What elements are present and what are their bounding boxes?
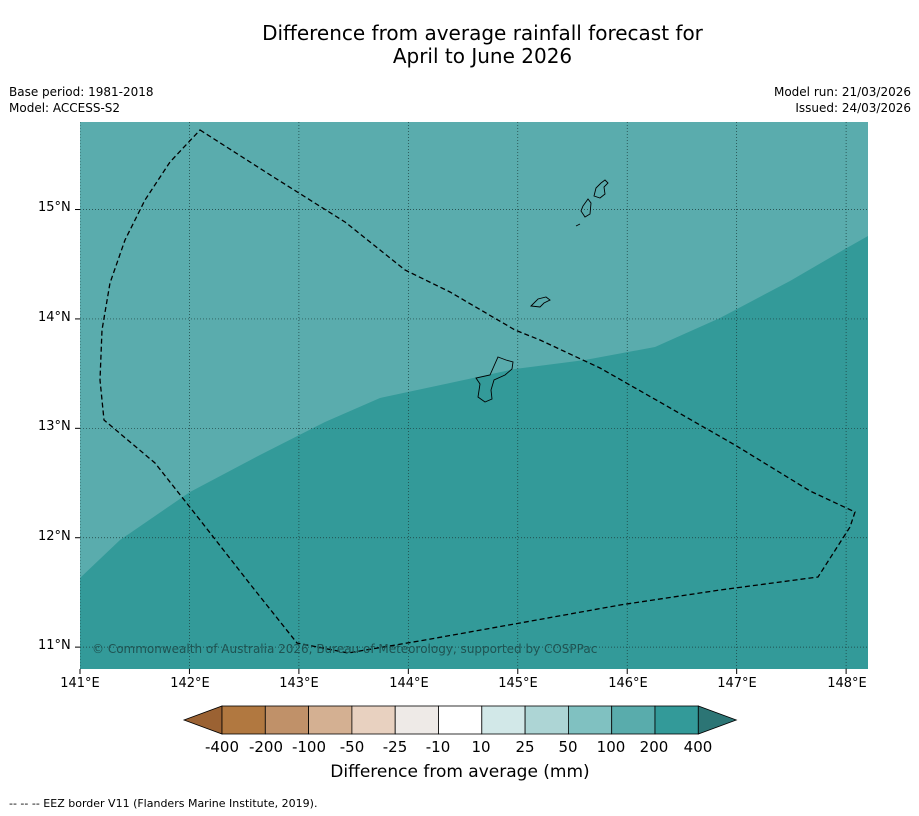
lon-label: 144°E — [389, 676, 429, 691]
model-run: Model run: 21/03/2026 — [773, 85, 911, 99]
colorbar-arrow-high — [697, 705, 738, 735]
model-name: Model: ACCESS-S2 — [9, 101, 121, 115]
colorbar-tick-label: -25 — [382, 738, 408, 756]
lat-label: 14°N — [38, 310, 71, 325]
lon-label: 146°E — [608, 676, 648, 691]
islands — [475, 179, 609, 403]
colorbar-tick-label: -10 — [425, 738, 451, 756]
colorbar-tick-label: 10 — [471, 738, 491, 756]
colorbar-tick-label: 200 — [639, 738, 669, 756]
colorbar-swatch — [351, 705, 396, 735]
lon-label: 142°E — [170, 676, 210, 691]
colorbar-swatch — [654, 705, 699, 735]
colorbar-swatch — [611, 705, 656, 735]
colorbar-tick-label: -50 — [339, 738, 365, 756]
colorbar-swatch — [568, 705, 613, 735]
colorbar-title: Difference from average (mm) — [330, 762, 590, 782]
graticule — [80, 122, 868, 669]
colorbar-swatch — [221, 705, 266, 735]
colorbar-tick-label: -400 — [204, 738, 240, 756]
lat-ticks — [75, 209, 80, 648]
forecast-zone-200-400 — [80, 236, 868, 669]
colorbar-tick-label: 50 — [558, 738, 578, 756]
colorbar-swatch — [524, 705, 569, 735]
colorbar-tick-label: 100 — [596, 738, 626, 756]
colorbar-swatch — [264, 705, 309, 735]
guam-island — [475, 356, 514, 403]
colorbar-swatch — [438, 705, 483, 735]
colorbar-tick-label: 400 — [683, 738, 713, 756]
rota-island — [530, 296, 551, 308]
lon-label: 141°E — [60, 676, 100, 691]
saipan-island — [593, 179, 609, 199]
base-period: Base period: 1981-2018 — [9, 85, 154, 99]
meta-left: Base period: 1981-2018 Model: ACCESS-S2 — [9, 84, 154, 116]
colorbar-swatch — [308, 705, 353, 735]
colorbar-tick-label: -100 — [291, 738, 327, 756]
lat-label: 13°N — [38, 419, 71, 434]
meta-right: Model run: 21/03/2026 Issued: 24/03/2026 — [774, 84, 911, 116]
tinian-island — [580, 198, 592, 218]
eez-footnote: -- -- -- EEZ border V11 (Flanders Marine… — [9, 797, 318, 810]
aguijan-island — [575, 223, 581, 227]
chart-title: Difference from average rainfall forecas… — [0, 22, 919, 68]
colorbar-swatch — [481, 705, 526, 735]
lon-ticks — [79, 669, 847, 674]
issued-date: Issued: 24/03/2026 — [795, 101, 911, 115]
colorbar-tick-label: 25 — [515, 738, 535, 756]
eez-border — [99, 129, 856, 654]
colorbar-arrow-low — [182, 705, 223, 735]
colorbar — [182, 705, 738, 735]
lat-label: 11°N — [38, 638, 71, 653]
title-line-1: Difference from average rainfall forecas… — [262, 21, 703, 45]
lat-label: 15°N — [38, 200, 71, 215]
lat-label: 12°N — [38, 529, 71, 544]
colorbar-swatch — [394, 705, 439, 735]
lon-label: 143°E — [279, 676, 319, 691]
copyright-notice: © Commonwealth of Australia 2026, Bureau… — [92, 642, 598, 656]
lon-label: 145°E — [498, 676, 538, 691]
colorbar-tick-label: -200 — [248, 738, 284, 756]
lon-label: 148°E — [827, 676, 867, 691]
title-line-2: April to June 2026 — [392, 44, 573, 68]
lon-label: 147°E — [717, 676, 757, 691]
